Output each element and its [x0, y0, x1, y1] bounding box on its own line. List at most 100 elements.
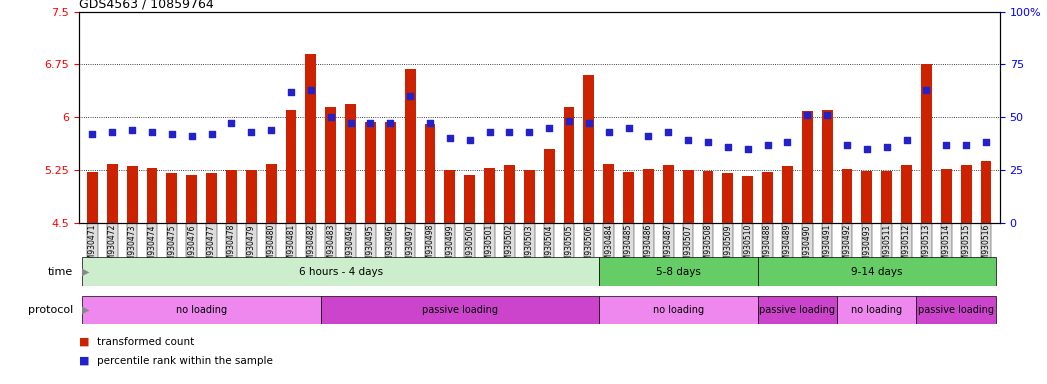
Point	[263, 127, 280, 133]
Bar	[266, 164, 276, 223]
Bar	[504, 165, 515, 223]
Point	[203, 131, 220, 137]
Point	[759, 142, 776, 148]
Point	[859, 146, 875, 152]
Bar	[524, 170, 535, 223]
Point	[660, 129, 676, 135]
Bar	[206, 174, 217, 223]
Bar	[563, 106, 575, 223]
Text: 9-14 days: 9-14 days	[851, 266, 903, 277]
Point	[978, 139, 995, 146]
Bar	[83, 257, 599, 286]
Bar	[286, 110, 296, 223]
Bar	[87, 172, 97, 223]
Point	[362, 121, 379, 127]
Text: ▶: ▶	[82, 266, 89, 277]
Point	[283, 89, 299, 95]
Bar	[346, 104, 356, 223]
Point	[342, 121, 359, 127]
Point	[560, 118, 577, 124]
Bar	[703, 170, 713, 223]
Point	[502, 129, 518, 135]
Bar	[901, 165, 912, 223]
Bar	[107, 164, 117, 223]
Point	[620, 124, 637, 131]
Point	[839, 142, 855, 148]
Point	[143, 129, 160, 135]
Text: time: time	[48, 266, 73, 277]
Bar	[722, 174, 733, 223]
Bar	[83, 296, 320, 324]
Bar	[882, 171, 892, 223]
Text: ■: ■	[79, 356, 89, 366]
Bar	[981, 161, 992, 223]
Bar	[742, 175, 753, 223]
Text: ▶: ▶	[82, 305, 89, 315]
Bar	[599, 257, 758, 286]
Point	[918, 87, 935, 93]
Point	[322, 114, 339, 120]
Bar	[862, 170, 872, 223]
Bar	[246, 170, 257, 223]
Bar	[758, 257, 996, 286]
Bar	[326, 106, 336, 223]
Bar	[758, 296, 837, 324]
Bar	[623, 172, 634, 223]
Point	[402, 93, 419, 99]
Point	[640, 133, 656, 139]
Point	[540, 124, 557, 131]
Text: passive loading: passive loading	[918, 305, 995, 315]
Point	[482, 129, 498, 135]
Point	[938, 142, 955, 148]
Bar	[186, 175, 197, 223]
Point	[580, 121, 597, 127]
Bar	[603, 164, 615, 223]
Bar	[782, 166, 793, 223]
Point	[163, 131, 180, 137]
Bar	[365, 122, 376, 223]
Bar	[643, 169, 654, 223]
Bar	[961, 165, 972, 223]
Bar	[822, 110, 832, 223]
Text: transformed count: transformed count	[97, 337, 195, 347]
Point	[819, 112, 836, 118]
Bar	[941, 169, 952, 223]
Point	[719, 144, 736, 150]
Bar	[320, 296, 599, 324]
Bar	[147, 168, 157, 223]
Point	[958, 142, 975, 148]
Bar	[405, 69, 416, 223]
Bar	[837, 296, 916, 324]
Bar	[444, 170, 455, 223]
Text: passive loading: passive loading	[759, 305, 836, 315]
Bar	[842, 169, 852, 223]
Point	[303, 87, 319, 93]
Point	[779, 139, 796, 146]
Point	[382, 121, 399, 127]
Point	[799, 112, 816, 118]
Bar	[683, 170, 693, 223]
Point	[898, 137, 915, 144]
Text: 6 hours - 4 days: 6 hours - 4 days	[298, 266, 383, 277]
Bar	[226, 170, 237, 223]
Bar	[583, 75, 595, 223]
Point	[680, 137, 696, 144]
Point	[84, 131, 101, 137]
Point	[462, 137, 478, 144]
Bar	[484, 168, 495, 223]
Point	[223, 121, 240, 127]
Bar	[921, 64, 932, 223]
Bar	[385, 122, 396, 223]
Text: passive loading: passive loading	[422, 305, 497, 315]
Point	[739, 146, 756, 152]
Text: no loading: no loading	[851, 305, 903, 315]
Text: no loading: no loading	[652, 305, 704, 315]
Point	[600, 129, 617, 135]
Bar	[762, 172, 773, 223]
Bar	[663, 165, 673, 223]
Point	[243, 129, 260, 135]
Point	[422, 121, 439, 127]
Bar	[599, 296, 758, 324]
Text: ■: ■	[79, 337, 89, 347]
Bar	[916, 296, 996, 324]
